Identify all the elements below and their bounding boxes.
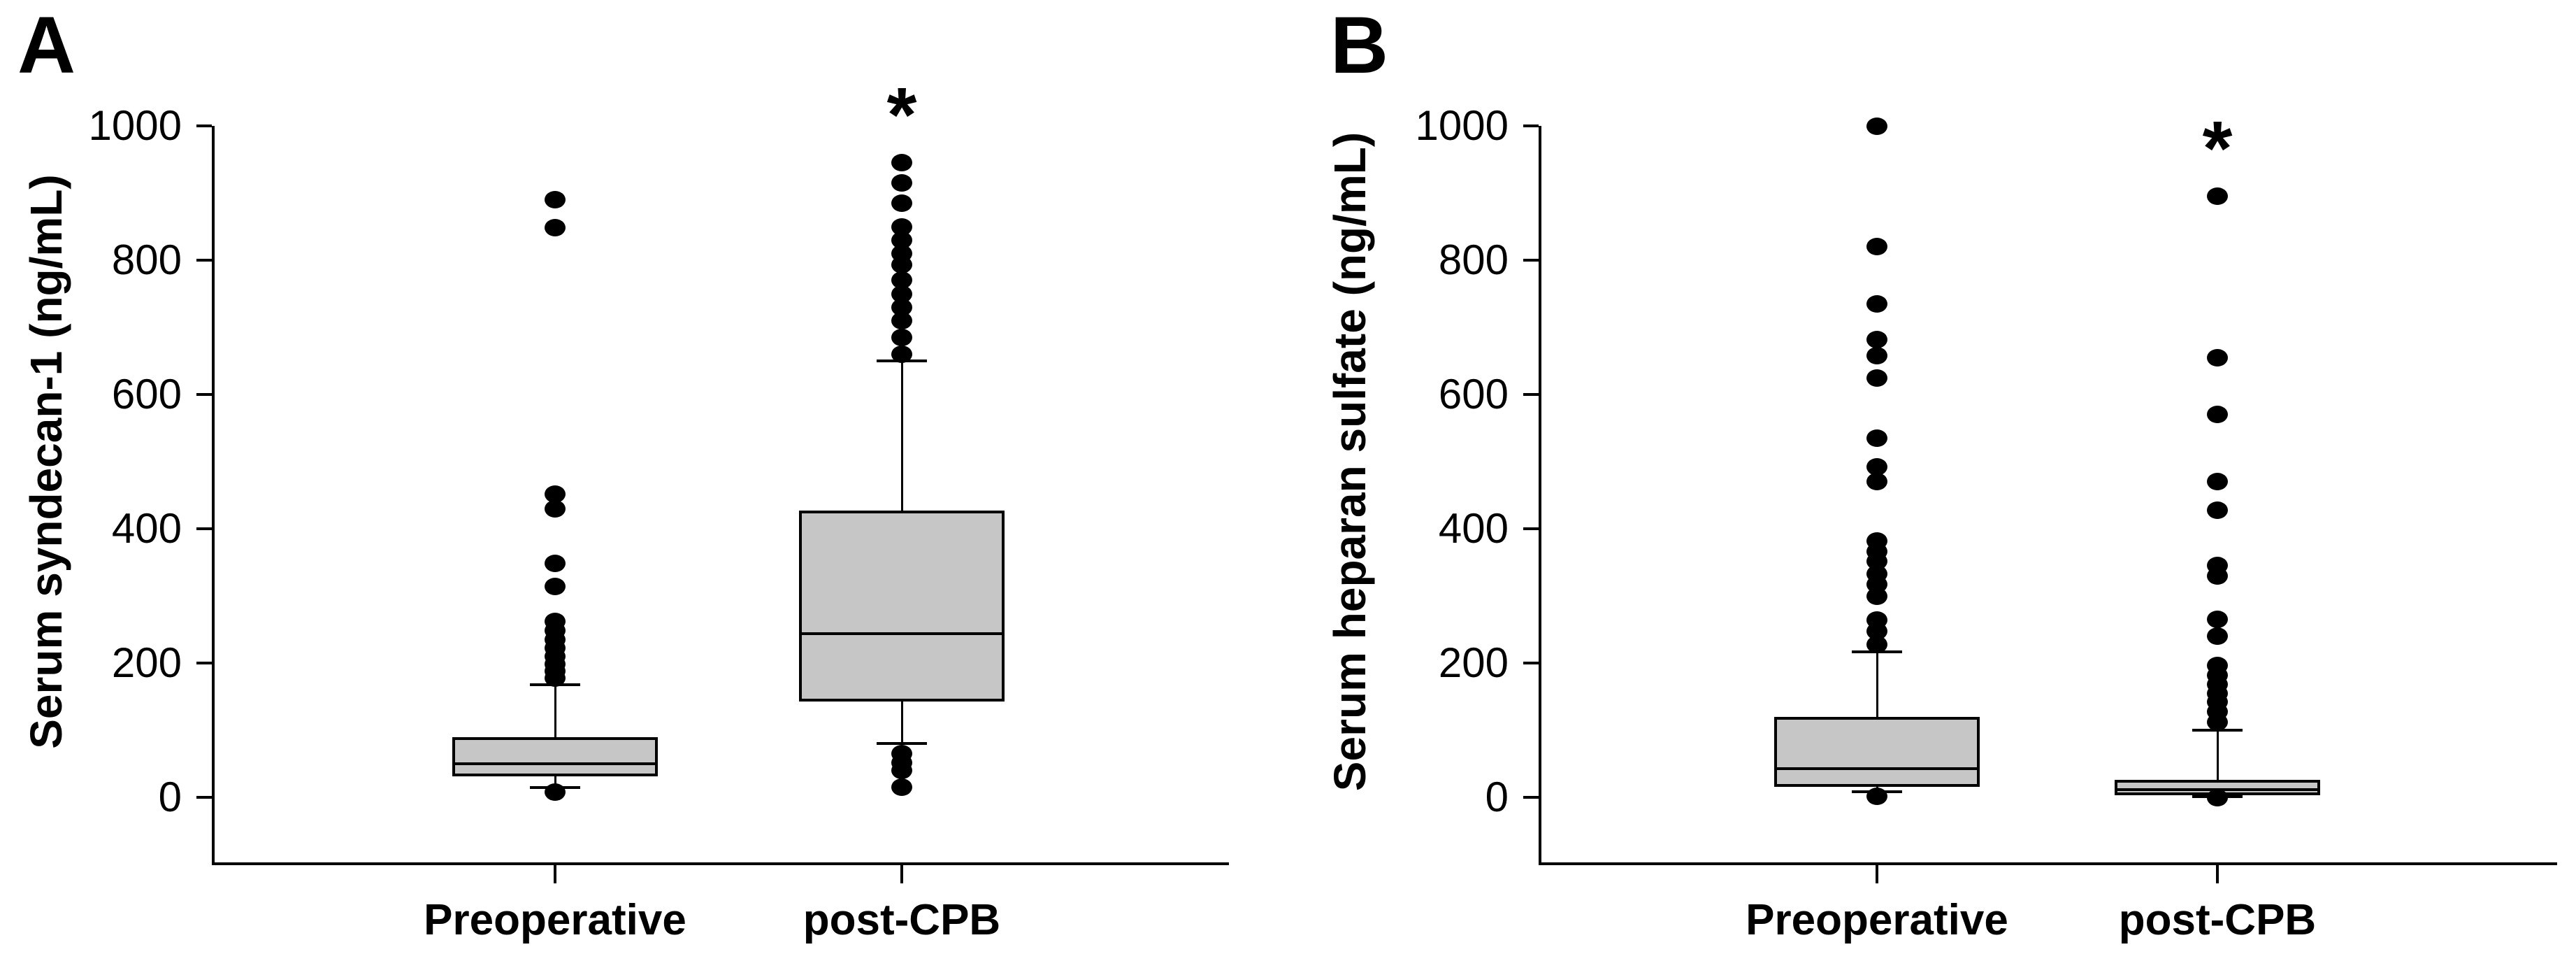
outlier-dot — [2207, 473, 2228, 491]
y-tick-mark — [1523, 393, 1539, 396]
y-tick-mark — [196, 796, 212, 799]
x-tick-mark — [554, 864, 556, 883]
panel-letter: A — [17, 1, 76, 90]
y-tick-mark — [196, 259, 212, 262]
upper-whisker-stem — [554, 684, 556, 739]
y-tick-mark — [1523, 662, 1539, 664]
median-line — [1774, 767, 1980, 770]
y-tick-label: 200 — [111, 639, 182, 686]
box-iqr — [452, 737, 658, 777]
outlier-dot — [545, 555, 566, 573]
y-tick-label: 600 — [1438, 371, 1509, 418]
x-axis-line — [1539, 862, 2557, 865]
outlier-dot — [891, 328, 912, 346]
outlier-dot — [891, 762, 912, 780]
y-tick-label: 1000 — [88, 102, 182, 149]
lower-whisker-stem — [900, 699, 903, 744]
outlier-dot — [1866, 330, 1887, 348]
outlier-dot — [2207, 187, 2228, 206]
median-line — [799, 632, 1005, 635]
median-line — [452, 762, 658, 765]
outlier-dot — [891, 778, 912, 797]
category-label: post-CPB — [803, 896, 1001, 944]
outlier-dot — [1866, 787, 1887, 805]
y-axis-line — [212, 126, 215, 865]
lower-whisker-cap — [877, 742, 927, 746]
outlier-dot — [1866, 238, 1887, 256]
outlier-dot — [2207, 348, 2228, 366]
significance-asterisk: * — [2202, 105, 2233, 192]
outlier-dot — [545, 191, 566, 209]
y-tick-label: 1000 — [1415, 102, 1509, 149]
category-label: Preoperative — [1746, 896, 2008, 944]
y-tick-mark — [1523, 527, 1539, 530]
outlier-dot — [2207, 406, 2228, 424]
y-axis-title: Serum heparan sulfate (ng/mL) — [1325, 131, 1375, 792]
y-tick-label: 600 — [111, 371, 182, 418]
outlier-dot — [891, 174, 912, 192]
outlier-dot — [2207, 567, 2228, 585]
x-tick-mark — [1876, 864, 1878, 883]
y-tick-mark — [1523, 124, 1539, 127]
y-tick-label: 0 — [158, 774, 182, 820]
outlier-dot — [2207, 611, 2228, 629]
outlier-dot — [545, 499, 566, 518]
outlier-dot — [1866, 458, 1887, 476]
upper-whisker-stem — [2216, 730, 2219, 781]
outlier-dot — [891, 311, 912, 329]
y-tick-mark — [1523, 796, 1539, 799]
box-iqr — [799, 511, 1005, 702]
outlier-dot — [1866, 369, 1887, 387]
y-tick-mark — [1523, 259, 1539, 262]
outlier-dot — [545, 783, 566, 801]
upper-whisker-stem — [1876, 651, 1878, 718]
outlier-dot — [891, 194, 912, 212]
outlier-dot — [891, 154, 912, 172]
outlier-dot — [1866, 346, 1887, 364]
box-iqr — [1774, 716, 1980, 787]
outlier-dot — [891, 345, 912, 363]
y-tick-label: 800 — [1438, 236, 1509, 283]
y-tick-label: 200 — [1438, 639, 1509, 686]
outlier-dot — [545, 669, 566, 687]
outlier-dot — [1866, 117, 1887, 135]
category-label: post-CPB — [2118, 896, 2317, 944]
outlier-dot — [2207, 627, 2228, 646]
x-tick-mark — [900, 864, 903, 883]
outlier-dot — [1866, 473, 1887, 491]
outlier-dot — [545, 485, 566, 503]
y-tick-mark — [196, 662, 212, 664]
outlier-dot — [1866, 587, 1887, 605]
outlier-dot — [545, 219, 566, 237]
y-axis-line — [1539, 126, 1541, 865]
outlier-dot — [1866, 635, 1887, 653]
y-tick-label: 800 — [111, 236, 182, 283]
significance-asterisk: * — [886, 71, 917, 158]
x-tick-mark — [2216, 864, 2219, 883]
outlier-dot — [1866, 429, 1887, 447]
y-tick-label: 0 — [1485, 774, 1509, 820]
outlier-dot — [545, 578, 566, 596]
y-tick-mark — [196, 393, 212, 396]
category-label: Preoperative — [424, 896, 686, 944]
y-tick-label: 400 — [1438, 505, 1509, 552]
x-axis-line — [212, 862, 1229, 865]
y-tick-mark — [196, 124, 212, 127]
panel-letter: B — [1330, 1, 1389, 90]
outlier-dot — [2207, 501, 2228, 519]
outlier-dot — [1866, 294, 1887, 313]
outlier-dot — [2207, 713, 2228, 731]
upper-whisker-stem — [900, 361, 903, 512]
y-tick-mark — [196, 527, 212, 530]
outlier-dot — [2207, 788, 2228, 806]
y-tick-label: 400 — [111, 505, 182, 552]
outlier-dot — [891, 256, 912, 274]
lower-whisker-stem — [554, 775, 556, 788]
